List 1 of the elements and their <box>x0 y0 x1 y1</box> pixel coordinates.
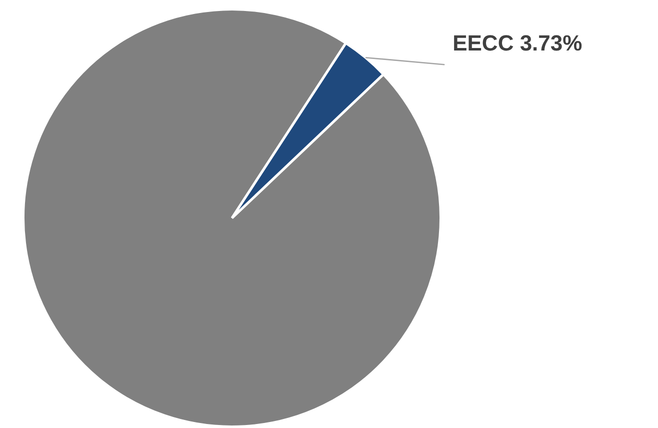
slice-label: EECC 3.73% <box>452 30 582 56</box>
